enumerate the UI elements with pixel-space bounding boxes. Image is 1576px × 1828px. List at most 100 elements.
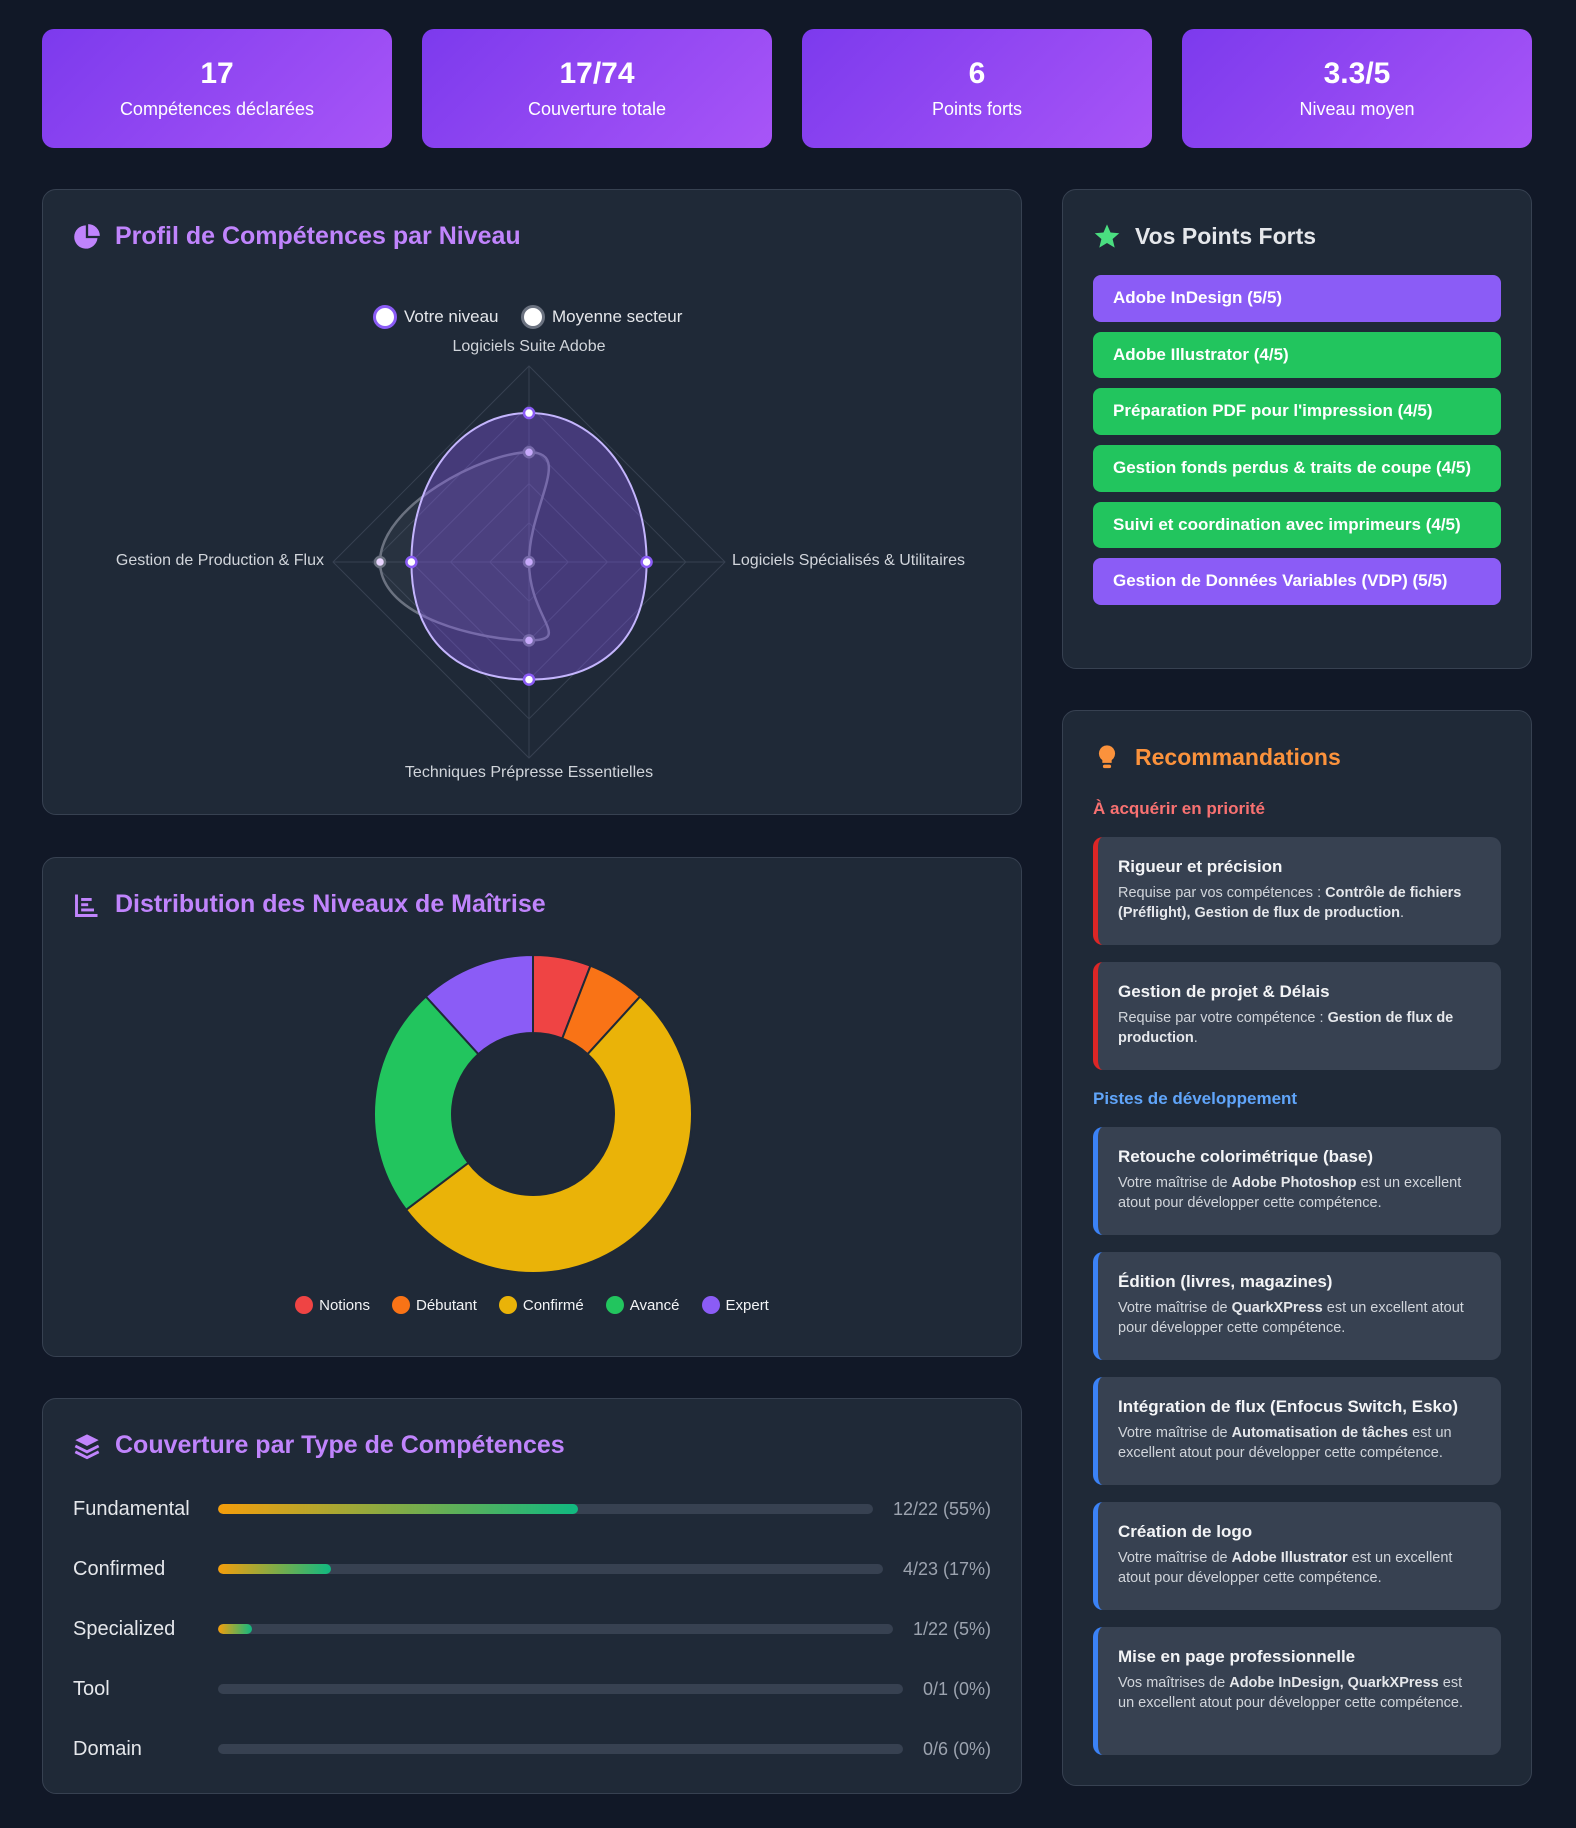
legend-item[interactable]: Notions (295, 1296, 370, 1314)
coverage-panel: Couverture par Type de Compétences Funda… (42, 1398, 1022, 1794)
legend-label: Confirmé (522, 1296, 584, 1314)
stat-label: Niveau moyen (1299, 99, 1415, 119)
coverage-value: 1/22 (5%) (912, 1618, 991, 1639)
legend-label: Notions (319, 1296, 370, 1314)
coverage-label: Confirmed (73, 1557, 166, 1580)
skill-name: Adobe Illustrator (1231, 1550, 1348, 1566)
legend-item[interactable]: Expert (701, 1296, 769, 1314)
coverage-value: 0/1 (0%) (922, 1678, 991, 1699)
radar-point[interactable] (405, 555, 418, 569)
skill-name: Adobe InDesign, QuarkXPress (1229, 1675, 1439, 1691)
desc-text: Votre maîtrise de (1118, 1550, 1232, 1566)
radar-point[interactable] (522, 406, 536, 420)
recommendation-card[interactable]: Intégration de flux (Enfocus Switch, Esk… (1093, 1377, 1501, 1485)
coverage-row: Fundamental 12/22 (55%) (73, 1494, 991, 1524)
progress-track (218, 1684, 903, 1694)
recommendation-card[interactable]: Gestion de projet & Délais Requise par vo… (1093, 962, 1501, 1070)
radar-point[interactable] (522, 673, 536, 686)
strength-item: Gestion fonds perdus & traits de coupe (… (1093, 444, 1501, 492)
stat-card-strengths: 6 Points forts (802, 29, 1152, 148)
legend-item[interactable]: Avancé (605, 1296, 680, 1314)
coverage-value: 12/22 (55%) (892, 1498, 991, 1519)
legend-swatch (295, 1296, 314, 1314)
progress-fill (218, 1504, 579, 1514)
legend-item[interactable]: Confirmé (498, 1296, 584, 1314)
strength-item: Suivi et coordination avec imprimeurs (4… (1093, 501, 1501, 549)
legend-votre-niveau[interactable]: Votre niveau (373, 305, 499, 329)
desc-text: . (1399, 905, 1404, 922)
desc-text: Vos maîtrises de (1118, 1675, 1230, 1691)
recommendation-card[interactable]: Mise en page professionnelle Vos maîtrise… (1093, 1627, 1501, 1755)
donut-panel-title: Distribution des Niveaux de Maîtrise (73, 890, 546, 919)
desc-text: est un excellent atout pour développer c… (1118, 1300, 1464, 1337)
recommendation-title: Édition (livres, magazines) (1118, 1272, 1333, 1291)
stat-label: Couverture totale (527, 99, 667, 119)
donut-panel: Distribution des Niveaux de Maîtrise Not… (42, 857, 1022, 1357)
desc-text: Votre maîtrise de (1118, 1175, 1232, 1191)
pie-chart-icon (74, 223, 100, 249)
legend-swatch (701, 1296, 720, 1314)
recommendation-card[interactable]: Retouche colorimétrique (base) Votre maît… (1093, 1127, 1501, 1235)
progress-track (218, 1744, 903, 1754)
strength-item: Adobe Illustrator (4/5) (1093, 331, 1501, 379)
donut-slice-expert[interactable] (424, 953, 534, 1056)
lightbulb-icon (1098, 745, 1116, 769)
radar-point[interactable] (640, 555, 653, 569)
desc-text: Votre maîtrise de (1118, 1425, 1232, 1441)
recommendation-card[interactable]: Rigueur et précision Requise par vos comp… (1093, 837, 1501, 945)
skill-name: Automatisation de tâches (1231, 1425, 1409, 1441)
coverage-label: Specialized (73, 1617, 176, 1640)
progress-fill (218, 1624, 252, 1634)
legend-swatch (391, 1296, 410, 1314)
recommendations-title: Recommandations (1093, 743, 1341, 771)
desc-text: . (1193, 1030, 1198, 1047)
recommendations-panel: Recommandations À acquérir en priorité P… (1062, 710, 1532, 1786)
skill-name: Adobe Photoshop (1231, 1175, 1357, 1191)
recommendation-desc: Requise par votre compétence : Gestion d… (1118, 1008, 1481, 1049)
radar-series-votre (410, 412, 648, 681)
development-heading: Pistes de développement (1093, 1089, 1298, 1108)
title-text: Profil de Compétences par Niveau (115, 222, 521, 250)
legend-label: Débutant (415, 1296, 477, 1314)
desc-text: est un excellent atout pour développer c… (1118, 1550, 1453, 1587)
progress-track (218, 1564, 883, 1574)
recommendation-card[interactable]: Création de logo Votre maîtrise de Adobe … (1093, 1502, 1501, 1610)
stat-value: 3.3/5 (1323, 57, 1391, 90)
radar-chart (332, 365, 726, 759)
radar-point[interactable] (522, 634, 536, 647)
coverage-panel-title: Couverture par Type de Compétences (73, 1431, 565, 1460)
recommendation-title: Création de logo (1118, 1522, 1253, 1541)
strengths-panel: Vos Points Forts Adobe InDesign (5/5) Ado… (1062, 189, 1532, 669)
recommendation-title: Gestion de projet & Délais (1118, 982, 1330, 1001)
stat-card-skills: 17 Compétences déclarées (42, 29, 392, 148)
coverage-row: Specialized 1/22 (5%) (73, 1614, 991, 1644)
coverage-row: Tool 0/1 (0%) (73, 1674, 991, 1704)
radar-panel-title: Profil de Compétences par Niveau (73, 222, 521, 251)
radar-point[interactable] (522, 555, 536, 569)
legend-item[interactable]: Débutant (391, 1296, 477, 1314)
recommendation-desc: Votre maîtrise de Adobe Illustrator est … (1118, 1548, 1481, 1589)
coverage-label: Tool (73, 1677, 110, 1700)
title-text: Couverture par Type de Compétences (115, 1431, 565, 1459)
strength-item: Préparation PDF pour l'impression (4/5) (1093, 388, 1501, 435)
stat-label: Compétences déclarées (119, 99, 315, 119)
radar-point[interactable] (373, 555, 387, 569)
recommendation-desc: Votre maîtrise de QuarkXPress est un exc… (1118, 1298, 1481, 1339)
axis-label: Logiciels Spécialisés & Utilitaires (732, 552, 965, 569)
recommendation-title: Retouche colorimétrique (base) (1118, 1147, 1374, 1166)
legend-moyenne-secteur[interactable]: Moyenne secteur (521, 305, 682, 329)
desc-text: Votre maîtrise de (1118, 1300, 1232, 1316)
coverage-row: Confirmed 4/23 (17%) (73, 1554, 991, 1584)
radar-point[interactable] (522, 445, 536, 459)
strengths-title: Vos Points Forts (1093, 222, 1316, 250)
coverage-value: 0/6 (0%) (922, 1738, 991, 1759)
axis-label: Techniques Prépresse Essentielles (404, 764, 654, 781)
donut-slice-confirmé[interactable] (404, 995, 693, 1274)
bar-chart-icon (75, 894, 98, 917)
legend-label: Avancé (629, 1296, 680, 1314)
recommendation-card[interactable]: Édition (livres, magazines) Votre maîtris… (1093, 1252, 1501, 1360)
donut-slice-avancé[interactable] (373, 995, 480, 1212)
stat-value: 17 (200, 57, 234, 90)
desc-text: est un excellent atout pour développer c… (1118, 1675, 1464, 1712)
desc-text: est un excellent atout pour développer c… (1118, 1175, 1462, 1212)
